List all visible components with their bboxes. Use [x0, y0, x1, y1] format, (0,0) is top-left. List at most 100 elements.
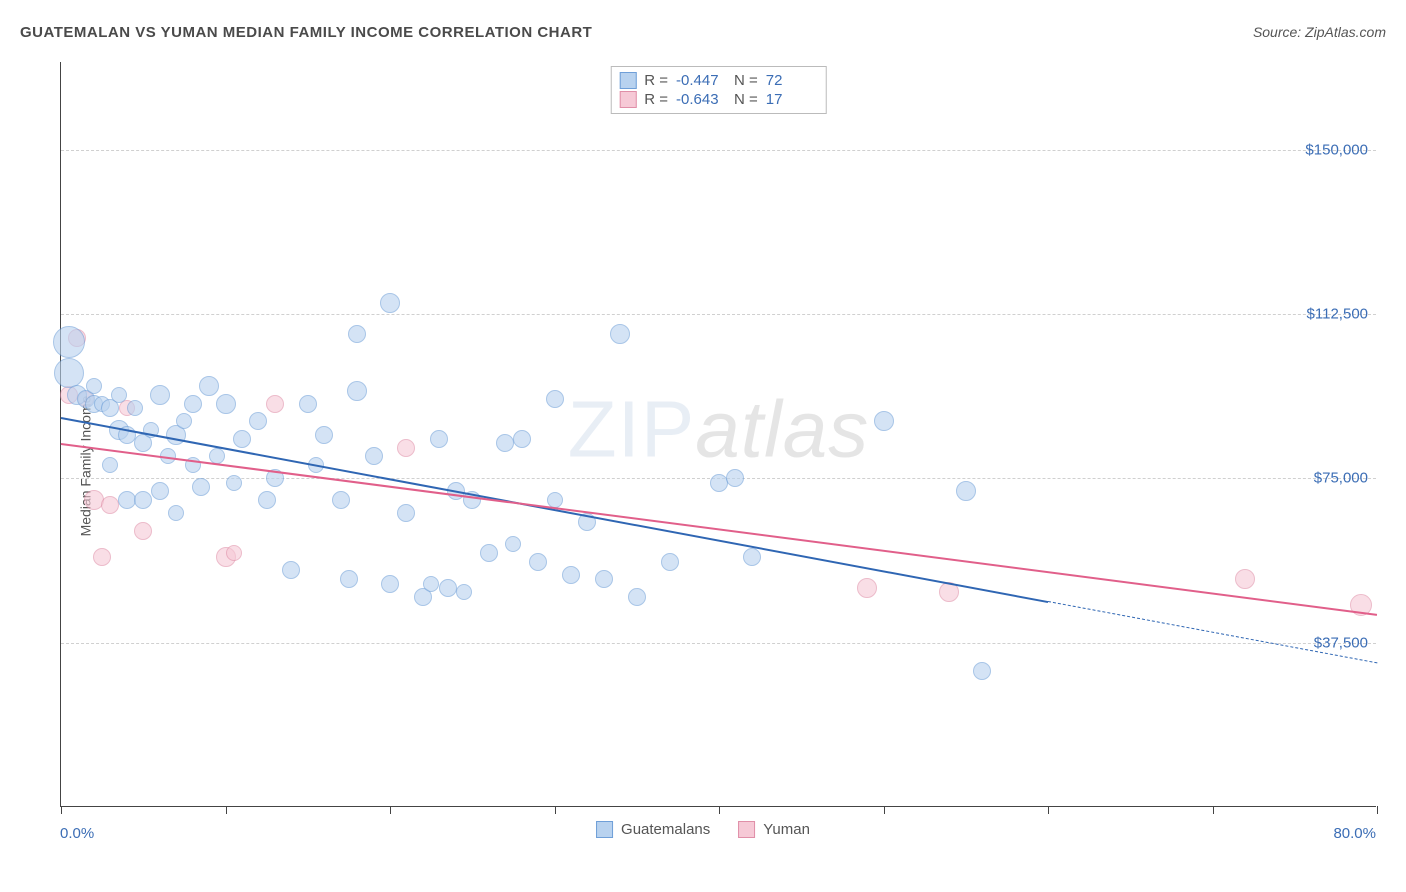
data-point-guatemalans [496, 434, 514, 452]
source-attribution: Source: ZipAtlas.com [1253, 24, 1386, 40]
data-point-guatemalans [151, 482, 169, 500]
data-point-guatemalans [249, 412, 267, 430]
grid-line [61, 314, 1376, 315]
chart-title: GUATEMALAN VS YUMAN MEDIAN FAMILY INCOME… [20, 24, 592, 41]
legend-row-guatemalans: R = -0.447 N = 72 [619, 71, 816, 90]
data-point-guatemalans [282, 561, 300, 579]
chart-header: GUATEMALAN VS YUMAN MEDIAN FAMILY INCOME… [20, 24, 1386, 52]
trend-line-guatemalans-extended [1048, 601, 1377, 663]
legend-row-yuman: R = -0.643 N = 17 [619, 90, 816, 109]
grid-line [61, 150, 1376, 151]
data-point-guatemalans [423, 576, 439, 592]
data-point-yuman [857, 578, 877, 598]
data-point-guatemalans [150, 385, 170, 405]
x-tick [1048, 806, 1049, 814]
data-point-guatemalans [456, 584, 472, 600]
x-tick [61, 806, 62, 814]
data-point-guatemalans [505, 536, 521, 552]
data-point-guatemalans [168, 505, 184, 521]
data-point-guatemalans [726, 469, 744, 487]
x-tick [555, 806, 556, 814]
data-point-guatemalans [874, 411, 894, 431]
data-point-guatemalans [102, 457, 118, 473]
x-axis-max-label: 80.0% [1333, 825, 1376, 842]
data-point-guatemalans [127, 400, 143, 416]
data-point-guatemalans [397, 504, 415, 522]
n-label: N = [734, 72, 758, 89]
data-point-guatemalans [340, 570, 358, 588]
legend-item-yuman: Yuman [738, 821, 810, 838]
data-point-guatemalans [562, 566, 580, 584]
x-tick [226, 806, 227, 814]
data-point-guatemalans [546, 390, 564, 408]
watermark: ZIPatlas [568, 383, 869, 475]
x-tick [1377, 806, 1378, 814]
r-label: R = [644, 72, 668, 89]
data-point-guatemalans [973, 662, 991, 680]
data-point-guatemalans [380, 293, 400, 313]
data-point-guatemalans [118, 491, 136, 509]
data-point-guatemalans [529, 553, 547, 571]
y-tick-label: $37,500 [1314, 634, 1368, 651]
data-point-guatemalans [315, 426, 333, 444]
x-tick [719, 806, 720, 814]
x-tick [390, 806, 391, 814]
data-point-guatemalans [956, 481, 976, 501]
data-point-guatemalans [661, 553, 679, 571]
data-point-yuman [266, 395, 284, 413]
data-point-guatemalans [381, 575, 399, 593]
data-point-guatemalans [184, 395, 202, 413]
swatch-guatemalans [619, 72, 636, 89]
y-tick-label: $112,500 [1307, 305, 1368, 322]
series-label-guatemalans: Guatemalans [621, 821, 710, 838]
data-point-guatemalans [226, 475, 242, 491]
data-point-yuman [93, 548, 111, 566]
watermark-zip: ZIP [568, 384, 695, 473]
n-label: N = [734, 91, 758, 108]
trend-line-guatemalans [61, 417, 1048, 603]
data-point-yuman [134, 522, 152, 540]
data-point-guatemalans [348, 325, 366, 343]
y-tick-label: $150,000 [1305, 141, 1368, 158]
data-point-yuman [1235, 569, 1255, 589]
watermark-atlas: atlas [695, 384, 869, 473]
n-value-guatemalans: 72 [766, 72, 816, 89]
data-point-guatemalans [610, 324, 630, 344]
data-point-guatemalans [628, 588, 646, 606]
n-value-yuman: 17 [766, 91, 816, 108]
data-point-guatemalans [192, 478, 210, 496]
data-point-guatemalans [86, 378, 102, 394]
data-point-guatemalans [53, 326, 85, 358]
data-point-guatemalans [258, 491, 276, 509]
data-point-guatemalans [439, 579, 457, 597]
data-point-guatemalans [480, 544, 498, 562]
series-label-yuman: Yuman [763, 821, 810, 838]
r-value-yuman: -0.643 [676, 91, 726, 108]
data-point-yuman [101, 496, 119, 514]
data-point-yuman [226, 545, 242, 561]
data-point-guatemalans [134, 491, 152, 509]
r-value-guatemalans: -0.447 [676, 72, 726, 89]
data-point-yuman [397, 439, 415, 457]
data-point-guatemalans [743, 548, 761, 566]
data-point-guatemalans [176, 413, 192, 429]
swatch-yuman [738, 821, 755, 838]
trend-line-yuman [61, 443, 1377, 616]
swatch-guatemalans [596, 821, 613, 838]
data-point-guatemalans [710, 474, 728, 492]
data-point-guatemalans [430, 430, 448, 448]
data-point-guatemalans [111, 387, 127, 403]
x-tick [884, 806, 885, 814]
legend-item-guatemalans: Guatemalans [596, 821, 710, 838]
plot-area: ZIPatlas R = -0.447 N = 72 R = -0.643 N … [60, 62, 1376, 807]
data-point-guatemalans [233, 430, 251, 448]
x-axis-min-label: 0.0% [60, 825, 94, 842]
x-tick [1213, 806, 1214, 814]
data-point-guatemalans [299, 395, 317, 413]
data-point-guatemalans [54, 358, 84, 388]
data-point-guatemalans [365, 447, 383, 465]
series-legend: Guatemalans Yuman [596, 821, 810, 838]
swatch-yuman [619, 91, 636, 108]
data-point-guatemalans [513, 430, 531, 448]
y-tick-label: $75,000 [1314, 470, 1368, 487]
